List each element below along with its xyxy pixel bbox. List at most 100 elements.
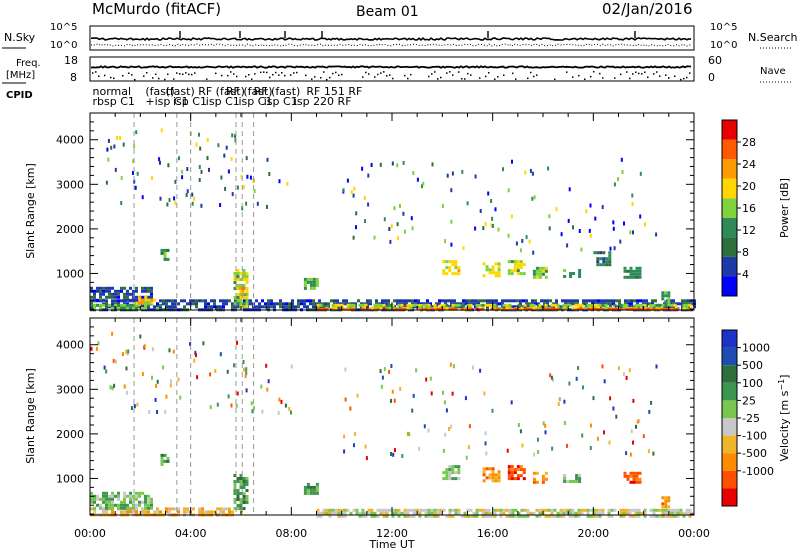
range-cell bbox=[667, 303, 671, 307]
scatter-echo bbox=[601, 205, 604, 210]
range-cell bbox=[245, 477, 249, 480]
range-cell bbox=[96, 494, 99, 498]
range-cell bbox=[129, 298, 132, 302]
range-cell bbox=[448, 471, 452, 475]
range-cell bbox=[598, 514, 602, 518]
range-cell bbox=[572, 480, 576, 483]
scatter-echo bbox=[603, 430, 605, 435]
range-cell bbox=[159, 510, 162, 514]
range-cell bbox=[484, 511, 488, 515]
range-cell bbox=[622, 514, 626, 518]
range-cell bbox=[658, 303, 662, 307]
scatter-echo bbox=[246, 174, 249, 179]
range-cell bbox=[595, 514, 599, 518]
range-cell bbox=[523, 307, 527, 311]
range-cell bbox=[147, 303, 150, 307]
range-cell bbox=[421, 303, 425, 307]
scatter-echo bbox=[127, 349, 130, 354]
range-cell bbox=[655, 508, 659, 512]
range-cell bbox=[502, 511, 506, 515]
scatter-echo bbox=[156, 410, 158, 414]
range-cell bbox=[609, 299, 612, 303]
velocity-colorbar-swatches bbox=[722, 330, 737, 506]
range-cell bbox=[563, 269, 567, 272]
range-cell bbox=[494, 479, 498, 483]
range-cell bbox=[288, 302, 291, 306]
range-cell bbox=[532, 471, 536, 475]
range-cell bbox=[514, 514, 518, 518]
nave-dot bbox=[554, 78, 556, 80]
range-cell bbox=[628, 514, 632, 518]
range-cell bbox=[491, 476, 495, 480]
scatter-echo bbox=[519, 429, 522, 434]
range-cell bbox=[126, 303, 129, 307]
range-cell bbox=[632, 480, 636, 484]
range-cell bbox=[201, 510, 204, 514]
scatter-echo bbox=[191, 192, 194, 197]
range-cell bbox=[147, 286, 150, 290]
scatter-echo bbox=[648, 409, 651, 414]
nave-dot bbox=[599, 72, 601, 75]
range-cell bbox=[373, 514, 377, 518]
scatter-echo bbox=[615, 414, 618, 419]
range-cell bbox=[120, 299, 123, 303]
scatter-echo bbox=[155, 384, 158, 388]
nave-dot bbox=[194, 72, 196, 74]
range-cell bbox=[315, 283, 319, 287]
range-cell bbox=[150, 298, 154, 302]
range-cell bbox=[273, 302, 276, 306]
range-cell bbox=[472, 514, 476, 518]
range-cell bbox=[474, 299, 477, 303]
range-cell bbox=[186, 507, 189, 511]
range-cell bbox=[135, 491, 138, 495]
scatter-echo bbox=[391, 389, 394, 394]
range-cell bbox=[510, 471, 514, 475]
range-cell bbox=[613, 303, 617, 307]
scatter-echo bbox=[280, 399, 283, 404]
nave-dot bbox=[428, 75, 430, 78]
range-cell bbox=[147, 494, 150, 498]
range-cell bbox=[608, 254, 612, 258]
power-colorbar-swatch bbox=[722, 276, 737, 296]
range-cell bbox=[129, 286, 132, 290]
range-cell bbox=[442, 307, 446, 311]
scatter-echo bbox=[442, 448, 445, 453]
scatter-echo bbox=[655, 364, 658, 369]
range-cell bbox=[622, 306, 626, 310]
range-cell bbox=[637, 511, 641, 515]
range-cell bbox=[105, 286, 108, 290]
nave-dot bbox=[383, 71, 385, 73]
range-cell bbox=[376, 303, 380, 307]
nave-dot bbox=[146, 72, 148, 74]
range-cell bbox=[126, 510, 129, 514]
range-cell bbox=[632, 474, 636, 478]
cpid-name: isp 220 RF bbox=[294, 95, 352, 108]
range-cell bbox=[484, 508, 488, 512]
nave-dot bbox=[635, 71, 637, 73]
range-cell bbox=[236, 489, 240, 492]
power-colorbar-swatches bbox=[722, 120, 737, 296]
range-cell bbox=[643, 514, 647, 518]
scatter-echo bbox=[446, 173, 449, 178]
scatter-echo bbox=[471, 365, 474, 370]
scatter-echo bbox=[245, 201, 248, 206]
range-cell bbox=[241, 292, 245, 296]
scatter-echo bbox=[353, 186, 356, 191]
range-cell bbox=[457, 468, 461, 472]
range-cell bbox=[629, 269, 633, 273]
nave-dot bbox=[128, 72, 130, 74]
scatter-echo bbox=[267, 379, 270, 384]
range-cell bbox=[349, 511, 353, 515]
range-cell bbox=[236, 275, 240, 278]
scatter-echo bbox=[236, 391, 239, 396]
range-cell bbox=[565, 511, 569, 515]
scatter-echo bbox=[166, 202, 169, 207]
scatter-echo bbox=[388, 227, 391, 231]
range-cell bbox=[337, 508, 341, 512]
range-cell bbox=[519, 263, 523, 267]
range-cell bbox=[436, 511, 440, 515]
range-cell bbox=[111, 506, 114, 510]
